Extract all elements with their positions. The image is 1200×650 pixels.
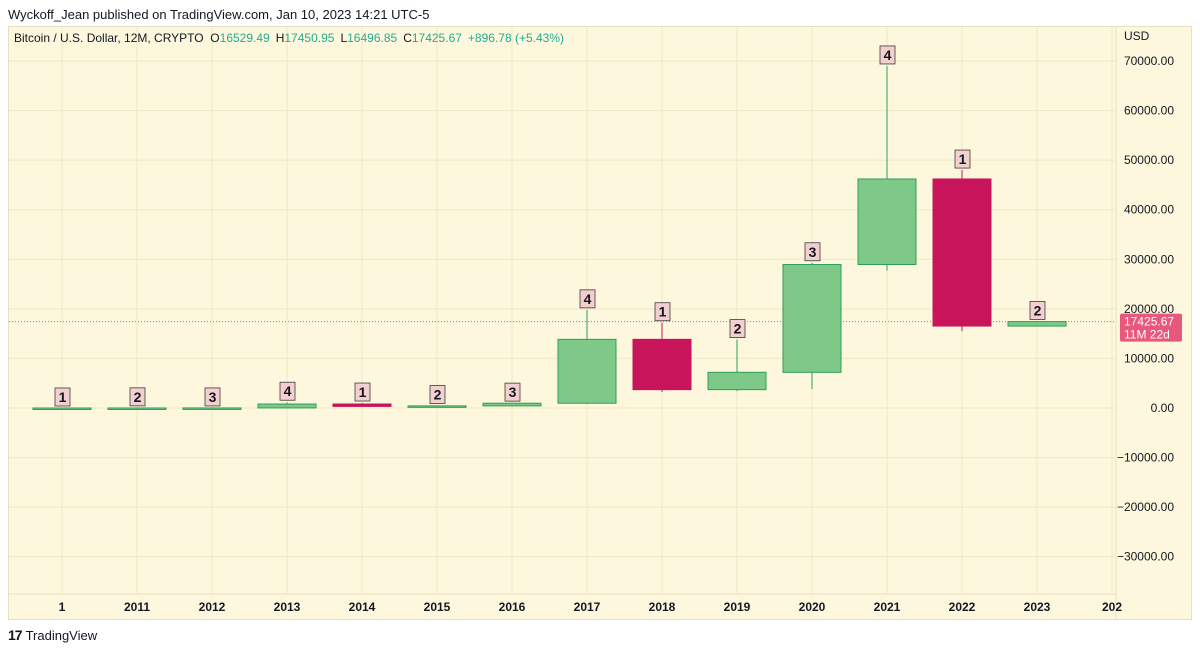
countdown-value: 11M 22d xyxy=(1124,328,1170,342)
count-label-box xyxy=(804,242,821,262)
count-label: 3 xyxy=(509,384,517,400)
tradingview-logo-icon[interactable]: 17 xyxy=(8,627,23,643)
count-label-box xyxy=(504,382,521,402)
x-tick-label: 2016 xyxy=(499,600,526,614)
x-tick-label: 2018 xyxy=(649,600,676,614)
x-tick-label: 2012 xyxy=(199,600,226,614)
y-tick-label: 0.00 xyxy=(1151,401,1175,415)
low-label: L xyxy=(340,31,348,45)
candle-body[interactable] xyxy=(857,178,917,265)
x-tick-label: 2023 xyxy=(1024,600,1051,614)
count-label-box xyxy=(654,302,671,322)
close-label: C xyxy=(403,31,412,45)
y-tick-label: −20000.00 xyxy=(1117,500,1174,514)
candle-body[interactable] xyxy=(332,403,392,407)
count-label-box xyxy=(54,387,71,407)
open-label: O xyxy=(210,31,220,45)
count-label-box xyxy=(879,45,896,65)
x-tick-label: 1 xyxy=(59,600,66,614)
candle-body[interactable] xyxy=(257,403,317,409)
count-label: 3 xyxy=(809,244,817,260)
count-label: 2 xyxy=(734,321,742,337)
high-label: H xyxy=(275,31,285,45)
x-tick-label: 2020 xyxy=(799,600,826,614)
x-tick-label: 2014 xyxy=(349,600,376,614)
count-label: 4 xyxy=(884,47,892,63)
y-tick-label: 50000.00 xyxy=(1124,153,1174,167)
candle-body[interactable] xyxy=(782,263,842,373)
low-value: 16496.85 xyxy=(347,31,398,45)
candle-body[interactable] xyxy=(407,405,467,408)
count-label-box xyxy=(429,385,446,404)
candle-body[interactable] xyxy=(557,338,617,404)
candle-body[interactable] xyxy=(707,371,767,391)
count-label: 1 xyxy=(959,151,967,167)
count-label-box xyxy=(1029,301,1046,320)
close-value: 17425.67 xyxy=(411,31,462,45)
last-price-marker xyxy=(1120,313,1182,342)
count-label: 1 xyxy=(659,304,667,320)
x-tick-label: 2015 xyxy=(424,600,451,614)
y-tick-label: 70000.00 xyxy=(1124,54,1174,68)
candle-body[interactable] xyxy=(32,407,92,410)
y-tick-label: −10000.00 xyxy=(1117,451,1174,465)
x-tick-label: 2019 xyxy=(724,600,751,614)
open-value: 16529.49 xyxy=(219,31,270,45)
count-label: 4 xyxy=(284,383,292,399)
candle-body[interactable] xyxy=(182,407,242,410)
count-label: 2 xyxy=(434,387,442,403)
x-tick-label: 2021 xyxy=(874,600,901,614)
y-tick-label: 30000.00 xyxy=(1124,252,1174,266)
count-label: 1 xyxy=(59,389,67,405)
count-label: 4 xyxy=(584,291,592,307)
grid-lines xyxy=(9,27,1117,619)
count-label-box xyxy=(954,149,971,169)
symbol-name[interactable]: Bitcoin / U.S. Dollar, 12M, CRYPTO xyxy=(14,31,204,45)
footer-brand[interactable]: TradingView xyxy=(25,627,98,643)
count-label: 1 xyxy=(359,384,367,400)
symbol-legend: Bitcoin / U.S. Dollar, 12M, CRYPTO O1652… xyxy=(14,31,564,45)
x-tick-label: 2013 xyxy=(274,600,301,614)
candle-body[interactable] xyxy=(932,178,992,327)
candle-body[interactable] xyxy=(632,338,692,391)
count-label: 2 xyxy=(134,389,142,405)
axes: 70000.00 60000.00 50000.00 40000.00 30000.00… xyxy=(59,29,1182,614)
candle-body[interactable] xyxy=(482,402,542,407)
candle-body[interactable] xyxy=(107,407,167,410)
currency-label: USD xyxy=(1124,29,1150,43)
x-tick-label: 202 xyxy=(1102,600,1122,614)
x-tick-label: 2011 xyxy=(124,600,150,614)
high-value: 17450.95 xyxy=(284,31,335,45)
last-price-value: 17425.67 xyxy=(1124,315,1174,329)
count-label-box xyxy=(204,387,221,407)
publisher-line: Wyckoff_Jean published on TradingView.co… xyxy=(8,7,430,22)
y-tick-label: 10000.00 xyxy=(1124,351,1174,365)
y-tick-label: 40000.00 xyxy=(1124,203,1174,217)
y-tick-label: 20000.00 xyxy=(1124,302,1174,316)
candles: 1 2 3 4 1 2 3 4 1 2 3 4 1 2 xyxy=(32,45,1067,410)
count-label-box xyxy=(354,382,371,402)
y-tick-label: 60000.00 xyxy=(1124,104,1174,118)
x-tick-label: 2017 xyxy=(574,600,601,614)
candle-body[interactable] xyxy=(1007,321,1067,327)
y-tick-label: −30000.00 xyxy=(1117,550,1174,564)
count-label-box xyxy=(729,319,746,338)
chart-area[interactable] xyxy=(8,26,1192,620)
count-label: 3 xyxy=(209,389,217,405)
footer: 17 TradingView xyxy=(8,627,97,643)
count-label-box xyxy=(279,381,296,401)
x-tick-label: 2022 xyxy=(949,600,976,614)
count-label-box xyxy=(129,387,146,407)
change-value: +896.78 (+5.43%) xyxy=(467,31,564,45)
count-label: 2 xyxy=(1034,302,1042,318)
count-label-box xyxy=(579,289,596,309)
